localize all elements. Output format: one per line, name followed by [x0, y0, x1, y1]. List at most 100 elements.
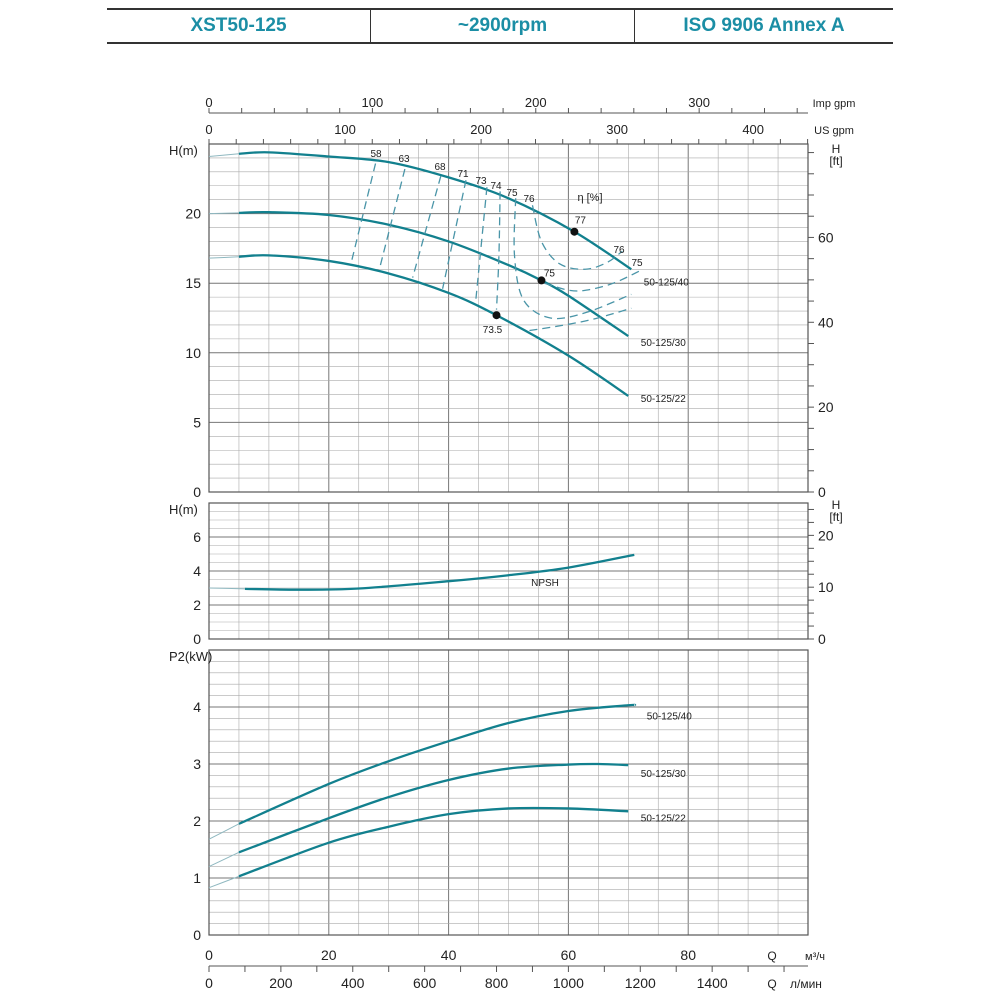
lpm-tick-label: 0 — [205, 975, 213, 991]
series-label: 50-125/30 — [641, 338, 686, 349]
efficiency-label: 73 — [475, 176, 487, 187]
y-tick-label: 15 — [185, 275, 201, 291]
efficiency-label: 68 — [434, 162, 446, 173]
x-tick-label: 20 — [321, 947, 337, 963]
imp-gpm-unit: Imp gpm — [813, 98, 856, 110]
efficiency-contour — [412, 175, 442, 278]
x2-axis-unit: л/мин — [790, 977, 822, 991]
efficiency-label: 76 — [523, 194, 535, 205]
bep-label: 75 — [544, 268, 556, 279]
series-label: 50-125/22 — [641, 813, 686, 824]
speed-title: ~2900rpm — [371, 10, 635, 42]
y2-tick-label: 20 — [818, 399, 834, 415]
y-tick-label: 0 — [193, 631, 201, 647]
efficiency-contour — [544, 270, 641, 292]
efficiency-contour — [474, 187, 488, 303]
series-label: 50-125/30 — [641, 769, 686, 780]
imp-gpm-tick-label: 200 — [525, 95, 547, 110]
us-gpm-tick-label: 0 — [205, 122, 212, 137]
series-label: NPSH — [531, 578, 559, 589]
efficiency-label: 58 — [370, 149, 382, 160]
imp-gpm-tick-label: 100 — [362, 95, 384, 110]
series-line-extension — [208, 851, 240, 868]
x-tick-label: 0 — [205, 947, 213, 963]
y2-axis-unit: [ft] — [829, 510, 842, 524]
x2-axis-label: Q — [767, 977, 776, 991]
efficiency-label: 63 — [398, 154, 410, 165]
x-tick-label: 40 — [441, 947, 457, 963]
efficiency-label: 71 — [457, 169, 469, 180]
series-line-extension — [208, 587, 245, 590]
lpm-tick-label: 1000 — [553, 975, 584, 991]
x-tick-label: 80 — [680, 947, 696, 963]
y-axis-label: H(m) — [169, 502, 198, 517]
y-tick-label: 0 — [193, 484, 201, 500]
bep-point — [570, 227, 579, 236]
y2-tick-label: 40 — [818, 314, 834, 330]
us-gpm-tick-label: 400 — [742, 122, 764, 137]
series-line — [238, 703, 637, 825]
series-line — [244, 553, 635, 591]
series-line-extension — [208, 823, 240, 840]
y-axis-label: H(m) — [169, 143, 198, 158]
y-tick-label: 0 — [193, 927, 201, 943]
plot-frame — [208, 649, 809, 936]
y-tick-label: 6 — [193, 529, 201, 545]
efficiency-contour — [513, 198, 632, 320]
efficiency-contour — [531, 205, 623, 270]
x-axis-label: Q — [767, 949, 776, 963]
series-line — [238, 806, 629, 878]
efficiency-label: 76 — [613, 245, 625, 256]
series-line — [238, 254, 629, 397]
y2-axis-label: H — [832, 142, 841, 156]
y2-tick-label: 0 — [818, 484, 826, 500]
lpm-tick-label: 200 — [269, 975, 293, 991]
model-title: XST50-125 — [107, 10, 371, 42]
series-line-extension — [208, 875, 240, 889]
us-gpm-tick-label: 100 — [334, 122, 356, 137]
bep-point — [492, 311, 501, 320]
efficiency-contour — [379, 168, 406, 269]
efficiency-label: 75 — [506, 188, 518, 199]
series-label: 50-125/40 — [644, 277, 689, 288]
x-axis-unit: м³/ч — [805, 951, 825, 963]
y2-tick-label: 60 — [818, 229, 834, 245]
efficiency-axis-label: η [%] — [577, 192, 602, 204]
series-line-extension — [208, 153, 239, 158]
y-tick-label: 1 — [193, 870, 201, 886]
series-line-extension — [208, 212, 239, 215]
header-bar: XST50-125 ~2900rpm ISO 9906 Annex A — [107, 8, 893, 44]
lpm-tick-label: 600 — [413, 975, 437, 991]
y-tick-label: 2 — [193, 597, 201, 613]
lpm-tick-label: 800 — [485, 975, 509, 991]
standard-title: ISO 9906 Annex A — [683, 15, 845, 36]
efficiency-contour — [529, 307, 632, 332]
bep-label: 73.5 — [483, 325, 503, 336]
y-tick-label: 10 — [185, 345, 201, 361]
y2-axis-unit: [ft] — [829, 154, 842, 168]
us-gpm-tick-label: 300 — [606, 122, 628, 137]
y-tick-label: 3 — [193, 756, 201, 772]
y-axis-label: P2(kW) — [169, 649, 212, 664]
efficiency-contour — [350, 163, 377, 264]
lpm-tick-label: 1200 — [625, 975, 656, 991]
y-tick-label: 4 — [193, 699, 201, 715]
series-label: 50-125/22 — [641, 394, 686, 405]
imp-gpm-tick-label: 300 — [688, 95, 710, 110]
y-tick-label: 5 — [193, 414, 201, 430]
efficiency-label: 75 — [631, 258, 643, 269]
y-tick-label: 20 — [185, 206, 201, 222]
lpm-tick-label: 400 — [341, 975, 365, 991]
efficiency-contour — [441, 180, 467, 289]
y-tick-label: 4 — [193, 563, 201, 579]
lpm-tick-label: 1400 — [697, 975, 728, 991]
y2-axis-label: H — [832, 498, 841, 512]
x-tick-label: 60 — [561, 947, 577, 963]
y2-tick-label: 10 — [818, 579, 834, 595]
efficiency-contour — [495, 191, 501, 310]
bep-point — [537, 276, 546, 285]
y2-tick-label: 0 — [818, 631, 826, 647]
y-tick-label: 2 — [193, 813, 201, 829]
series-line — [238, 762, 629, 854]
